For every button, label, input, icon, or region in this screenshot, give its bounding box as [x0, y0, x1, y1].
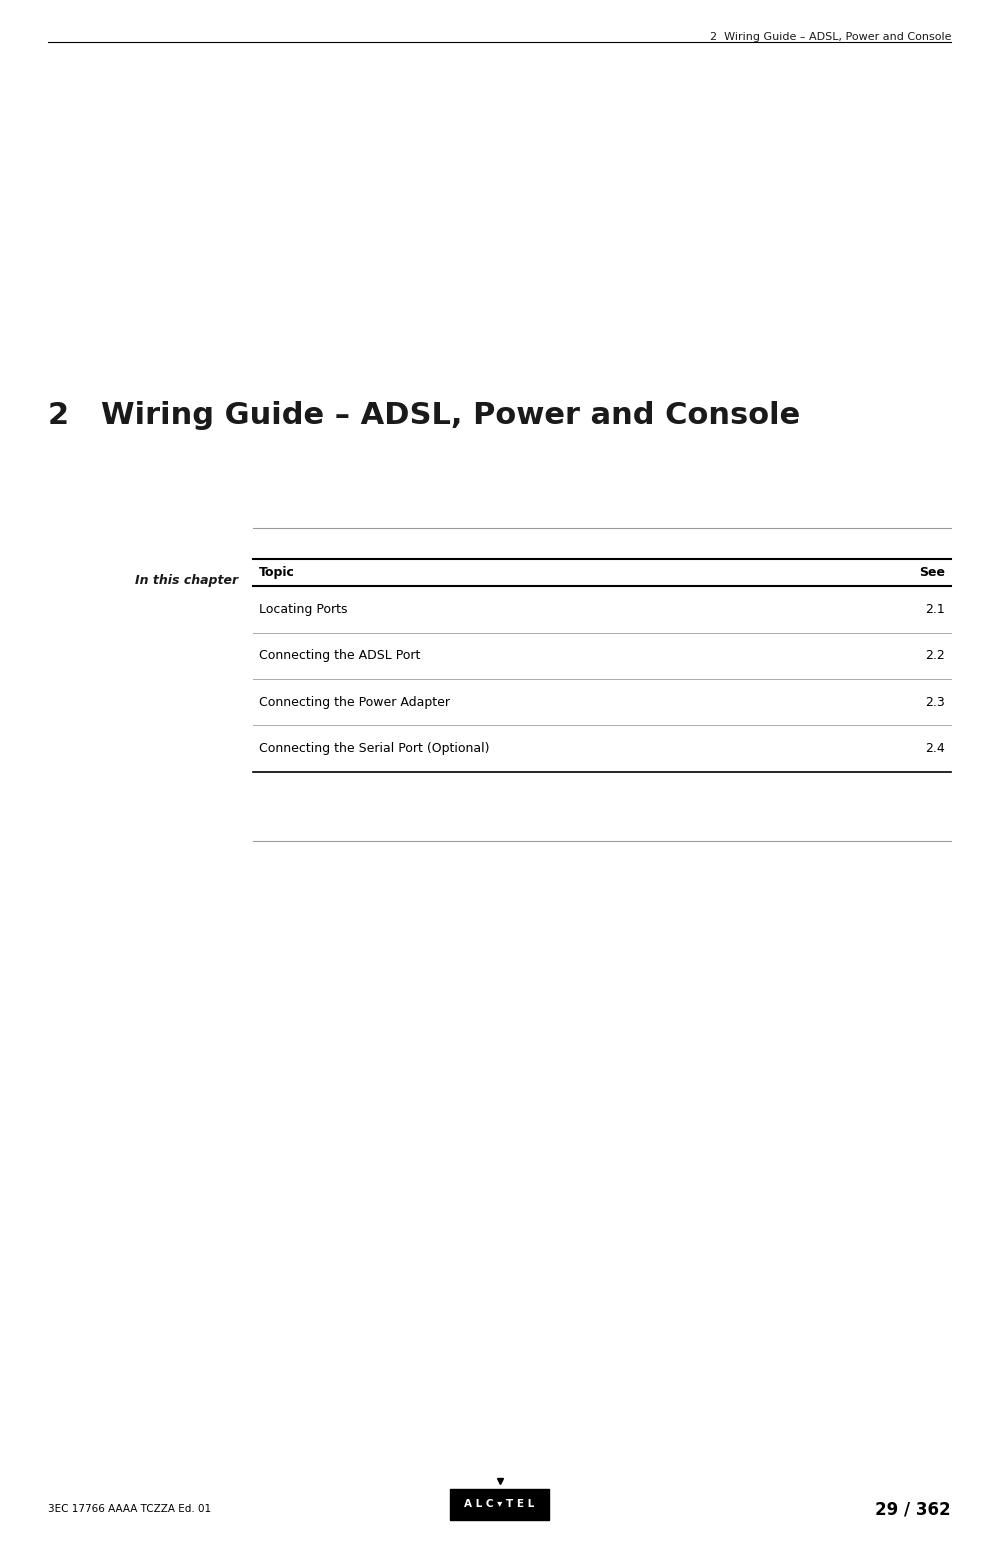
Text: Topic: Topic — [259, 566, 295, 579]
Text: 2.2: 2.2 — [925, 650, 945, 662]
Text: In this chapter: In this chapter — [135, 574, 238, 586]
Bar — [450, 1489, 549, 1520]
Text: 3EC 17766 AAAA TCZZA Ed. 01: 3EC 17766 AAAA TCZZA Ed. 01 — [48, 1504, 211, 1514]
Text: 2.4: 2.4 — [925, 742, 945, 755]
Text: 2   Wiring Guide – ADSL, Power and Console: 2 Wiring Guide – ADSL, Power and Console — [48, 401, 800, 430]
Text: 29 / 362: 29 / 362 — [875, 1500, 951, 1518]
Text: 2.1: 2.1 — [925, 603, 945, 616]
Text: Connecting the Serial Port (Optional): Connecting the Serial Port (Optional) — [259, 742, 490, 755]
Text: A L C ▾ T E L: A L C ▾ T E L — [465, 1500, 534, 1509]
Text: Connecting the ADSL Port: Connecting the ADSL Port — [259, 650, 421, 662]
Text: Connecting the Power Adapter: Connecting the Power Adapter — [259, 696, 450, 708]
Text: See: See — [919, 566, 945, 579]
Text: Locating Ports: Locating Ports — [259, 603, 348, 616]
Text: 2  Wiring Guide – ADSL, Power and Console: 2 Wiring Guide – ADSL, Power and Console — [709, 32, 951, 42]
Text: 2.3: 2.3 — [925, 696, 945, 708]
